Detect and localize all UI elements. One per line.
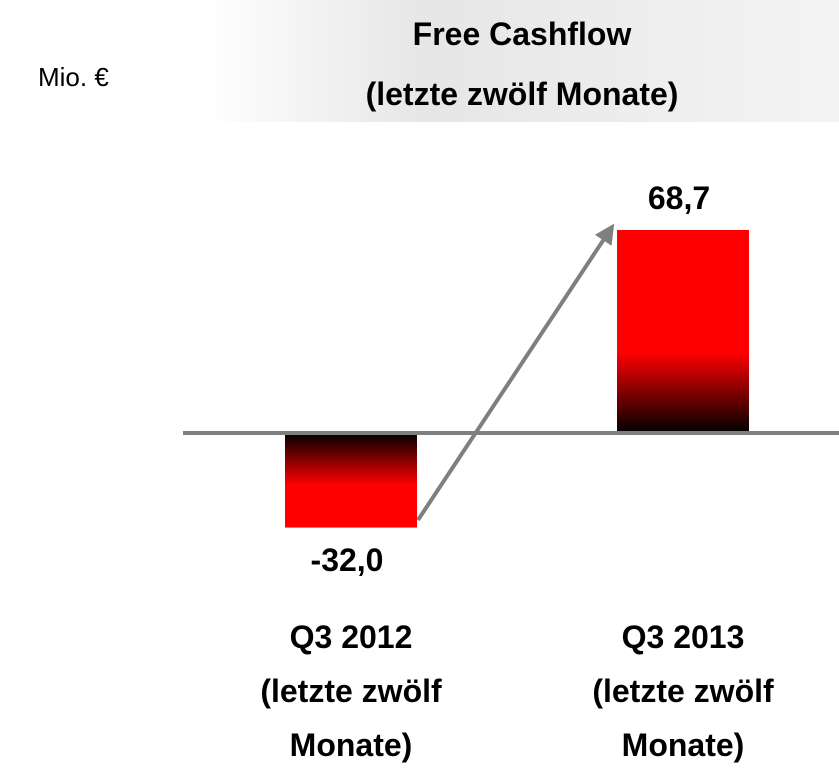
trend-arrow [416,223,615,522]
bar [285,433,417,528]
x-tick-label: Q3 2012 (letzte zwölf Monate) [260,619,442,763]
x-tick-label: Q3 2013 (letzte zwölf Monate) [592,619,774,763]
chart-title: Free Cashflow (letzte zwölf Monate) [205,0,839,122]
bar [617,230,749,433]
unit-label: Mio. € [38,62,109,92]
value-label: -32,0 [310,541,384,578]
value-label: 68,7 [647,180,711,216]
